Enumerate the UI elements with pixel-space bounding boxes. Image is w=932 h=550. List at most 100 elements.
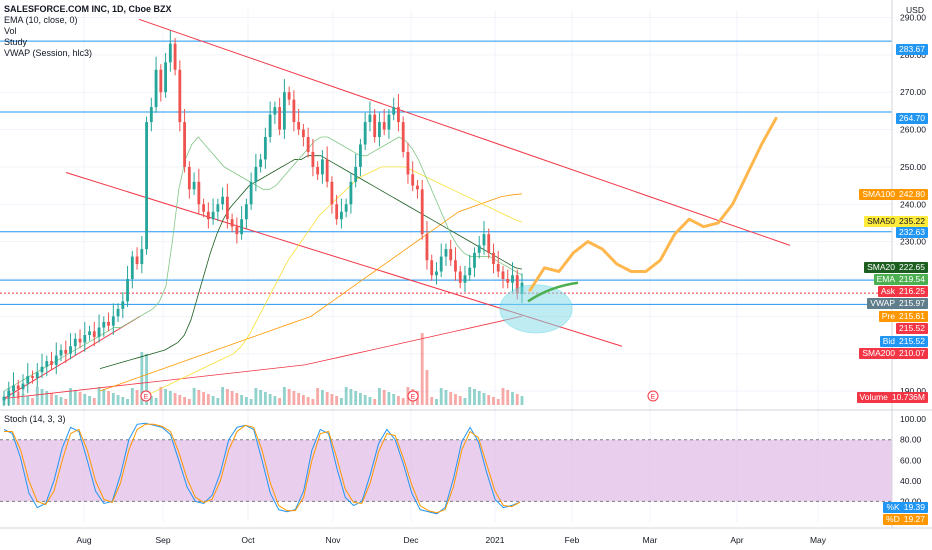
candle-body xyxy=(349,181,353,205)
price-tag-name: Pre xyxy=(881,311,895,321)
grid xyxy=(0,10,892,522)
price-tag-value: 10.736M xyxy=(891,392,925,402)
volume-bar xyxy=(202,392,206,405)
candle-body xyxy=(330,181,334,205)
volume-bar xyxy=(69,388,72,405)
volume-bar xyxy=(197,390,201,405)
volume-bar xyxy=(473,389,476,405)
candle-body xyxy=(45,361,49,367)
volume-bar xyxy=(506,390,510,405)
volume-bar xyxy=(154,398,158,405)
volume-bar xyxy=(287,389,291,405)
candle-body xyxy=(64,349,68,354)
volume-bar xyxy=(244,397,248,405)
volume-bar xyxy=(221,387,225,405)
volume-bar xyxy=(316,388,320,405)
candle-body xyxy=(83,335,87,343)
price-tag-name: Bid xyxy=(882,336,895,346)
stoch-lines xyxy=(3,422,521,515)
price-tag: Ask 216.25 xyxy=(877,286,928,297)
volume-bar xyxy=(164,389,167,405)
forecast-path[interactable] xyxy=(527,116,778,303)
time-tick-label: Feb xyxy=(565,535,580,545)
candles xyxy=(2,30,524,406)
candle-body xyxy=(268,114,272,138)
candle-body xyxy=(273,107,277,115)
highlight-ellipse[interactable] xyxy=(499,284,573,334)
candle-body xyxy=(140,249,144,265)
volume-bar xyxy=(102,389,106,405)
earnings-marker-label: E xyxy=(651,394,656,401)
price-tag-name: Ask xyxy=(880,286,895,296)
volume-bar xyxy=(263,392,267,405)
volume-bar xyxy=(292,391,296,405)
price-tag: SMA200 210.07 xyxy=(859,348,928,359)
stoch-tick-label: 80.00 xyxy=(900,435,922,445)
candle-body xyxy=(97,327,101,337)
earnings-marker xyxy=(140,390,152,402)
volume-bar xyxy=(468,387,472,405)
price-tag-name: SMA20 xyxy=(867,262,895,272)
candle-body xyxy=(297,122,301,130)
volume-bar xyxy=(382,390,386,405)
candle-body xyxy=(397,107,400,123)
volume-bar xyxy=(378,388,381,405)
candle-body xyxy=(135,256,139,265)
vwap-legend[interactable]: VWAP (Session, hlc3) xyxy=(4,48,93,58)
price-tag: SMA100 242.80 xyxy=(859,189,928,200)
volume-bar xyxy=(278,398,282,405)
candle-body xyxy=(12,385,15,392)
volume-bar xyxy=(173,393,177,405)
volume-bar xyxy=(83,394,87,405)
candle-body xyxy=(111,316,115,326)
price-tag-value: 215.52 xyxy=(899,323,925,333)
volume-bar xyxy=(130,388,134,405)
symbol-title[interactable]: SALESFORCE.COM INC, 1D, Cboe BZX xyxy=(4,4,172,14)
candle-body xyxy=(325,159,329,182)
volume-bar xyxy=(268,394,272,405)
sma20-line xyxy=(99,155,523,370)
volume-bar xyxy=(187,399,191,405)
candle-body xyxy=(230,219,234,227)
ema-legend[interactable]: EMA (10, close, 0) xyxy=(4,15,78,25)
candle-body xyxy=(40,366,44,373)
price-tag: EMA 219.54 xyxy=(873,274,928,285)
highlight-ellipse-shape xyxy=(499,284,573,334)
earnings-marker xyxy=(407,390,419,402)
stoch-legend[interactable]: Stoch (14, 3, 3) xyxy=(4,414,66,424)
price-tag: 264.70 xyxy=(896,113,928,124)
volume-bar xyxy=(235,393,239,405)
candle-body xyxy=(73,338,77,347)
candle-body xyxy=(468,267,472,276)
volume-bar xyxy=(35,387,39,405)
vol-legend[interactable]: Vol xyxy=(4,26,17,36)
price-tag-value: 283.67 xyxy=(899,44,925,54)
horizontal-levels[interactable] xyxy=(0,40,892,305)
candle-body xyxy=(320,159,324,175)
rising-trend-line xyxy=(3,315,141,399)
volume-bar xyxy=(492,397,495,405)
candle-body xyxy=(159,69,163,93)
candle-body xyxy=(416,185,419,190)
candle-body xyxy=(225,196,229,220)
volume-bar xyxy=(496,399,500,405)
candle-body xyxy=(401,122,405,152)
candle-body xyxy=(373,114,377,138)
study-legend[interactable]: Study xyxy=(4,37,28,47)
volume-bar xyxy=(368,397,372,405)
candle-body xyxy=(458,271,462,283)
volume-bar xyxy=(88,396,91,405)
candle-body xyxy=(178,69,182,123)
volume-bar xyxy=(439,388,443,405)
volume-bar xyxy=(254,388,258,405)
volume-bar xyxy=(482,393,486,405)
descending-channel[interactable] xyxy=(3,18,791,399)
volume-bar xyxy=(259,390,263,405)
candle-body xyxy=(192,181,196,190)
candle-body xyxy=(7,391,11,397)
volume-bar xyxy=(178,395,182,405)
price-tag-name: %K xyxy=(886,502,900,512)
volume-bar xyxy=(420,333,424,405)
